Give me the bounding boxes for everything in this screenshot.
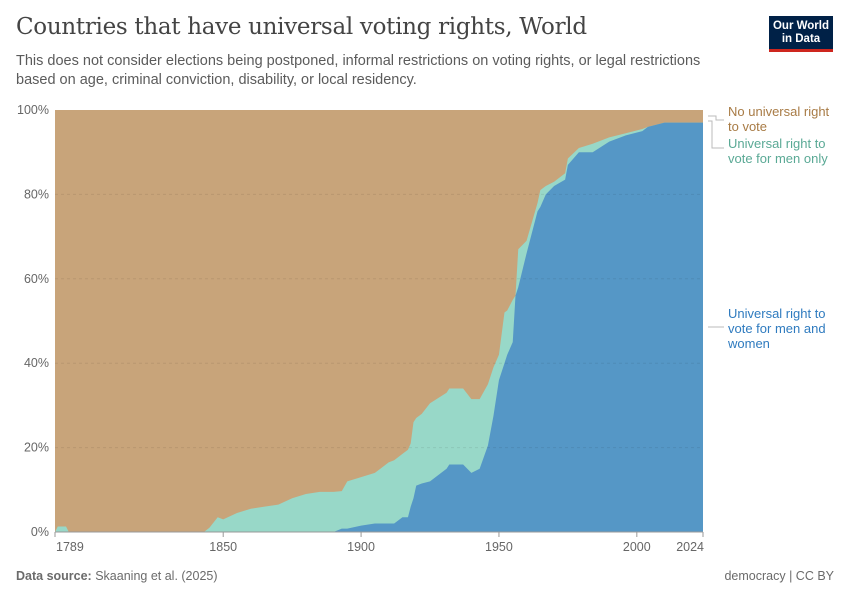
y-tick-label: 40% bbox=[24, 356, 49, 370]
legend-label-men-only[interactable]: Universal right to vote for men only bbox=[728, 136, 828, 166]
source-label: Data source: bbox=[16, 569, 92, 583]
y-tick-label: 80% bbox=[24, 187, 49, 201]
data-source: Data source: Skaaning et al. (2025) bbox=[16, 569, 218, 583]
chart-subtitle: This does not consider elections being p… bbox=[16, 53, 701, 88]
x-tick-label: 2024 bbox=[676, 540, 704, 554]
y-tick-label: 20% bbox=[24, 441, 49, 455]
y-tick-label: 0% bbox=[31, 525, 49, 539]
y-tick-label: 60% bbox=[24, 272, 49, 286]
y-tick-label: 100% bbox=[17, 103, 49, 117]
x-tick-label: 1900 bbox=[347, 540, 375, 554]
x-tick-label: 1950 bbox=[485, 540, 513, 554]
chart-title: Countries that have universal voting rig… bbox=[16, 14, 587, 40]
legend-connector-men-only bbox=[708, 120, 724, 149]
x-tick-label: 1789 bbox=[56, 540, 84, 554]
source-link[interactable]: Skaaning et al. (2025) bbox=[95, 569, 218, 583]
logo-text: Our World in Data bbox=[772, 20, 829, 45]
x-tick-label: 2000 bbox=[623, 540, 651, 554]
x-tick-label: 1850 bbox=[209, 540, 237, 554]
license[interactable]: democracy | CC BY bbox=[724, 569, 834, 583]
legend-label-none[interactable]: No universal right to vote bbox=[728, 104, 830, 134]
legend-label-universal[interactable]: Universal right to vote for men and wome… bbox=[728, 306, 826, 351]
legend-connector-none bbox=[708, 115, 724, 121]
owid-logo[interactable]: Our World in Data bbox=[769, 16, 833, 52]
area-universal bbox=[55, 122, 703, 532]
